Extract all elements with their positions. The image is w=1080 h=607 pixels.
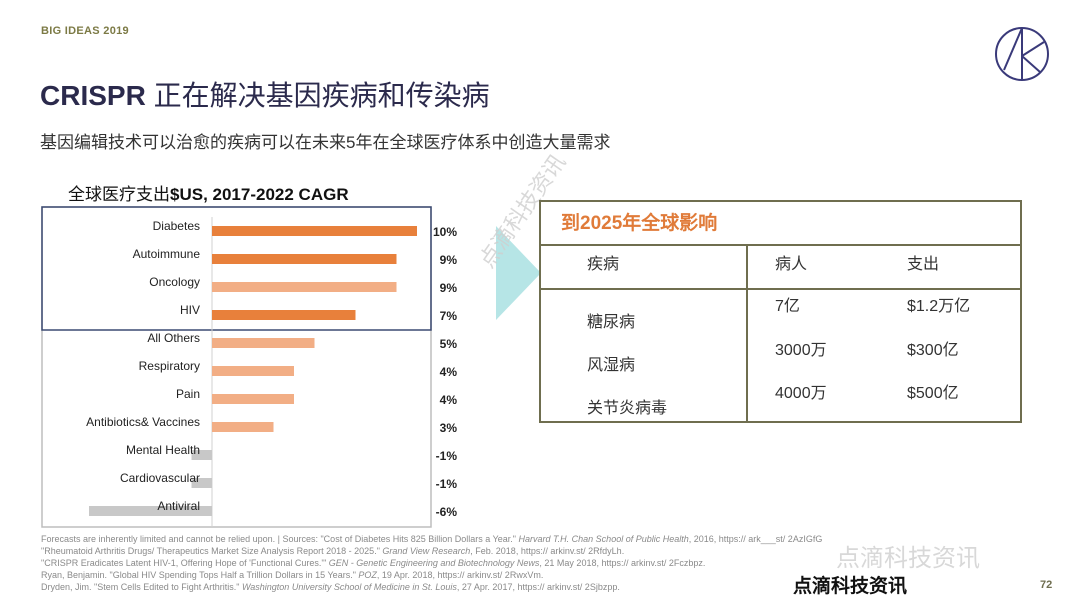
category-label: Mental Health	[126, 443, 200, 457]
table-cell-disease: 糖尿病	[587, 314, 636, 331]
category-label: Antibiotics& Vaccines	[86, 415, 200, 429]
bar-mental-health	[191, 450, 212, 460]
footnote-text: "Rheumatoid Arthritis Drugs/ Therapeutic…	[41, 546, 383, 556]
table-cell-disease: 风湿病	[587, 357, 636, 374]
footnote-text: Dryden, Jim. "Stem Cells Edited to Fight…	[41, 582, 242, 592]
table-cell-spending: $1.2万亿	[907, 298, 971, 315]
category-label: Respiratory	[139, 359, 200, 373]
footnote-source: POZ	[358, 570, 377, 580]
page-subtitle: 基因编辑技术可以治愈的疾病可以在未来5年在全球医疗体系中创造大量需求	[40, 133, 611, 152]
chart-title-en: $US, 2017-2022 CAGR	[170, 185, 349, 204]
category-label: Pain	[176, 387, 200, 401]
ark-logo-icon	[995, 27, 1049, 81]
bar-autoimmune	[212, 254, 397, 264]
column-header-patients: 病人	[775, 256, 808, 273]
category-label: Antiviral	[157, 499, 200, 513]
data-label: 9%	[440, 253, 458, 267]
footnote-line: "Rheumatoid Arthritis Drugs/ Therapeutic…	[41, 545, 822, 557]
footnote-text: Ryan, Benjamin. "Global HIV Spending Top…	[41, 570, 359, 580]
column-header-spending: 支出	[907, 256, 940, 273]
impact-table-header: 到2025年全球影响	[541, 202, 1020, 246]
category-label: Diabetes	[153, 219, 200, 233]
bar-chart: Diabetes 10% Autoimmune 9% Oncology 9% HIV 7% Al…	[41, 206, 458, 528]
bar-hiv	[212, 310, 356, 320]
footnote-source: Washington University School of Medicine…	[241, 582, 457, 592]
footnote-text: , 21 May 2018, https:// arkinv.st/ 2Fczb…	[539, 558, 706, 568]
table-cell-patients: 3000万	[775, 342, 827, 359]
bar-oncology	[212, 282, 397, 292]
table-cell-spending: $300亿	[907, 342, 959, 359]
bar-pain	[212, 394, 294, 404]
data-label: -1%	[436, 449, 458, 463]
footnote-text: , 2016, https:// ark___st/ 2AzIGfG	[688, 534, 823, 544]
footnote-line: Forecasts are inherently limited and can…	[41, 533, 822, 545]
footnote-text: , 27 Apr. 2017, https:// arkinv.st/ 2Sjb…	[456, 582, 620, 592]
table-cell-patients: 4000万	[775, 385, 827, 402]
table-cell-disease: 关节炎病毒	[587, 400, 668, 417]
wechat-watermark: 点滴科技资讯	[836, 545, 980, 572]
data-label: 4%	[440, 365, 458, 379]
bar-diabetes	[212, 226, 417, 236]
arrow-icon	[496, 226, 541, 320]
category-label: HIV	[180, 303, 200, 317]
footnote-text: "CRISPR Eradicates Latent HIV-1, Offerin…	[41, 558, 329, 568]
table-cell-patients: 7亿	[775, 298, 800, 315]
series-label: BIG IDEAS 2019	[41, 25, 129, 37]
bar-cardiovascular	[191, 478, 212, 488]
footnote-line: Ryan, Benjamin. "Global HIV Spending Top…	[41, 569, 822, 581]
bar-all-others	[212, 338, 315, 348]
page-number: 72	[1040, 579, 1053, 591]
data-label: 4%	[440, 393, 458, 407]
footnote-source: Harvard T.H. Chan School of Public Healt…	[518, 534, 689, 544]
title-en: CRISPR	[40, 80, 146, 111]
category-label: Cardiovascular	[120, 471, 200, 485]
chart-title-cn: 全球医疗支出	[68, 185, 170, 204]
data-label: 5%	[440, 337, 458, 351]
data-label: -6%	[436, 505, 458, 519]
footnote-source: GEN - Genetic Engineering and Biotechnol…	[328, 558, 540, 568]
footnote-text: Forecasts are inherently limited and can…	[41, 534, 519, 544]
footnote-text: , 19 Apr. 2018, https:// arkinv.st/ 2Rwx…	[376, 570, 544, 580]
footnote-line: Dryden, Jim. "Stem Cells Edited to Fight…	[41, 581, 822, 593]
impact-table: 到2025年全球影响 疾病 病人 支出 糖尿病 7亿 $1.2万亿 风湿病 30…	[539, 200, 1022, 423]
bar-antibiotics-vaccines	[212, 422, 274, 432]
impact-table-title: 到2025年全球影响	[561, 213, 718, 234]
page-title: CRISPR 正在解决基因疾病和传染病	[40, 74, 490, 114]
table-cell-spending: $500亿	[907, 385, 959, 402]
footnotes: Forecasts are inherently limited and can…	[41, 533, 822, 593]
category-label: All Others	[147, 331, 200, 345]
title-cn: 正在解决基因疾病和传染病	[145, 80, 490, 111]
data-label: 3%	[440, 421, 458, 435]
table-divider	[746, 246, 748, 423]
column-header-disease: 疾病	[587, 256, 620, 273]
data-label: 10%	[433, 225, 457, 239]
data-label: -1%	[436, 477, 458, 491]
brand-label: 点滴科技资讯	[793, 576, 908, 597]
footnote-text: , Feb. 2018, https:// arkinv.st/ 2RfdyLh…	[470, 546, 625, 556]
bar-respiratory	[212, 366, 294, 376]
data-label: 7%	[440, 309, 458, 323]
bar-antiviral	[89, 506, 212, 516]
category-label: Autoimmune	[133, 247, 201, 261]
footnote-line: "CRISPR Eradicates Latent HIV-1, Offerin…	[41, 557, 822, 569]
footnote-source: Grand View Research	[382, 546, 471, 556]
chart-title: 全球医疗支出$US, 2017-2022 CAGR	[68, 180, 349, 205]
data-label: 9%	[440, 281, 458, 295]
table-divider	[541, 288, 1020, 290]
highlight-box	[41, 206, 432, 331]
category-label: Oncology	[149, 275, 200, 289]
